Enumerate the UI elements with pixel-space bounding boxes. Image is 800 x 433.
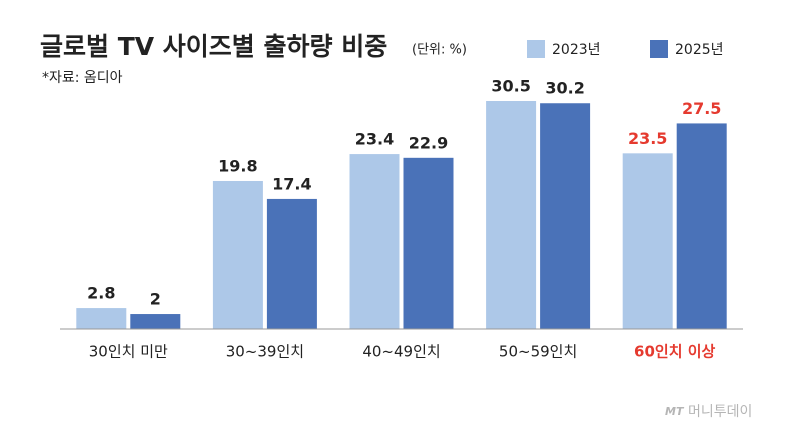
value-label: 22.9 bbox=[409, 133, 448, 152]
bar bbox=[130, 314, 181, 329]
bar bbox=[212, 180, 263, 329]
bar bbox=[622, 153, 673, 329]
bar bbox=[266, 198, 317, 329]
source-note: *자료: 옴디아 bbox=[42, 70, 123, 86]
value-label: 2.8 bbox=[87, 284, 115, 303]
value-label: 17.4 bbox=[272, 174, 311, 193]
bar bbox=[349, 154, 400, 329]
bar bbox=[403, 157, 454, 329]
legend-swatch bbox=[650, 40, 668, 58]
value-label: 23.5 bbox=[628, 129, 667, 148]
bar bbox=[676, 123, 727, 329]
watermark-logo: MT bbox=[665, 405, 685, 418]
value-label: 30.5 bbox=[491, 77, 530, 96]
legend-label: 2023년 bbox=[552, 42, 601, 58]
bar bbox=[486, 101, 537, 329]
value-label: 30.2 bbox=[545, 79, 584, 98]
unit-note: (단위: %) bbox=[412, 43, 467, 58]
value-label: 19.8 bbox=[218, 156, 257, 175]
x-tick-label: 40~49인치 bbox=[362, 343, 440, 361]
x-tick-label: 30인치 미만 bbox=[89, 343, 168, 361]
x-tick-label: 60인치 이상 bbox=[634, 343, 715, 361]
value-label: 2 bbox=[150, 290, 161, 309]
legend-label: 2025년 bbox=[675, 42, 724, 58]
bar bbox=[76, 308, 127, 329]
watermark: 머니투데이 bbox=[688, 404, 752, 420]
x-tick-label: 30~39인치 bbox=[226, 343, 304, 361]
value-label: 27.5 bbox=[682, 99, 721, 118]
bar bbox=[540, 103, 591, 330]
chart-title: 글로벌 TV 사이즈별 출하량 비중 bbox=[40, 32, 387, 61]
x-tick-label: 50~59인치 bbox=[499, 343, 577, 361]
value-label: 23.4 bbox=[355, 130, 394, 149]
legend-swatch bbox=[527, 40, 545, 58]
